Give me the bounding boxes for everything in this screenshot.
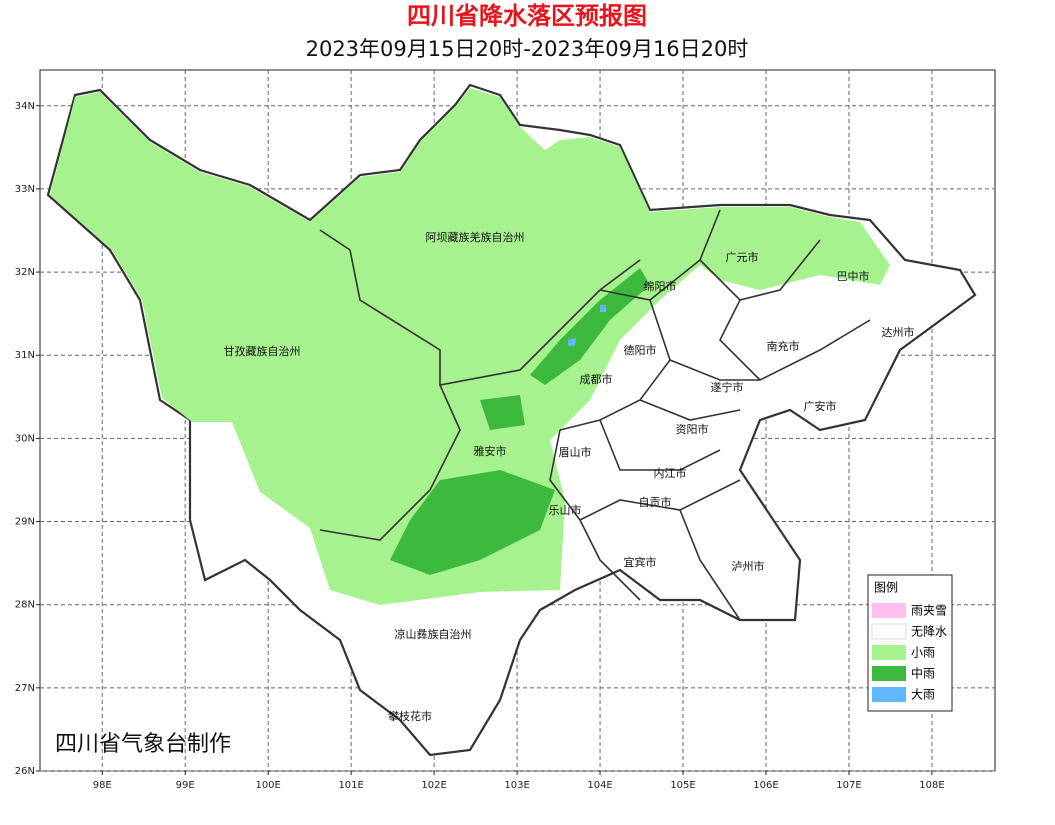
title: 四川省降水落区预报图	[407, 2, 647, 30]
y-tick-label: 34N	[15, 101, 35, 112]
region-label: 甘孜藏族自治州	[224, 344, 301, 358]
legend-label: 小雨	[911, 646, 935, 660]
legend-swatch	[872, 645, 906, 660]
legend-label: 大雨	[911, 688, 935, 702]
y-tick-label: 26N	[15, 766, 35, 777]
region-label: 乐山市	[549, 503, 582, 517]
x-tick-label: 104E	[587, 780, 612, 791]
region-label: 雅安市	[474, 444, 507, 458]
region-label: 泸州市	[732, 559, 765, 573]
x-tick-label: 106E	[753, 780, 778, 791]
x-tick-label: 102E	[421, 780, 446, 791]
x-tick-label: 101E	[338, 780, 363, 791]
legend-label: 无降水	[911, 625, 947, 639]
region-label: 成都市	[580, 372, 613, 386]
heavy-rain-area	[568, 305, 606, 346]
moderate-rain-area	[390, 268, 650, 575]
region-label: 攀枝花市	[388, 709, 432, 723]
region-label: 巴中市	[837, 269, 870, 283]
legend-title: 图例	[874, 581, 898, 595]
x-tick-label: 105E	[670, 780, 695, 791]
region-label: 广安市	[804, 399, 837, 413]
legend-swatch	[871, 623, 907, 640]
credit: 四川省气象台制作	[55, 732, 231, 757]
legend-swatch	[872, 666, 906, 681]
region-label: 凉山彝族自治州	[395, 627, 472, 641]
y-tick-label: 33N	[15, 184, 35, 195]
region-label: 自贡市	[639, 495, 672, 509]
region-label: 绵阳市	[644, 279, 677, 293]
y-tick-label: 29N	[15, 517, 35, 528]
x-tick-label: 99E	[176, 780, 195, 791]
region-label: 南充市	[767, 339, 800, 353]
x-tick-label: 98E	[93, 780, 112, 791]
legend-label: 雨夹雪	[911, 604, 947, 618]
region-label: 内江市	[654, 466, 687, 480]
x-tick-label: 107E	[836, 780, 861, 791]
region-label: 广元市	[726, 250, 759, 264]
region-label: 资阳市	[676, 422, 709, 436]
prefecture-borders	[319, 209, 871, 621]
legend-label: 中雨	[911, 666, 935, 681]
light-rain-area	[50, 88, 890, 605]
y-tick-label: 30N	[15, 433, 35, 444]
y-tick-label: 28N	[15, 600, 35, 611]
axes: 98E 99E 100E 101E 102E 103E 104E 105E 106E 107E 10…	[15, 101, 945, 791]
x-tick-label: 103E	[504, 780, 529, 791]
region-label: 阿坝藏族羌族自治州	[426, 230, 525, 244]
x-tick-label: 100E	[255, 780, 280, 791]
x-tick-label: 108E	[919, 780, 944, 791]
y-tick-label: 27N	[15, 683, 35, 694]
subtitle: 2023年09月15日20时-2023年09月16日20时	[306, 37, 749, 61]
region-label: 德阳市	[624, 343, 657, 357]
region-label: 达州市	[882, 325, 915, 339]
region-label: 遂宁市	[711, 380, 744, 394]
y-tick-label: 32N	[15, 267, 35, 278]
legend-swatch	[872, 603, 906, 618]
legend-swatch	[872, 687, 906, 702]
region-label: 眉山市	[559, 445, 592, 459]
y-tick-label: 31N	[15, 350, 35, 361]
region-label: 宜宾市	[624, 555, 657, 569]
